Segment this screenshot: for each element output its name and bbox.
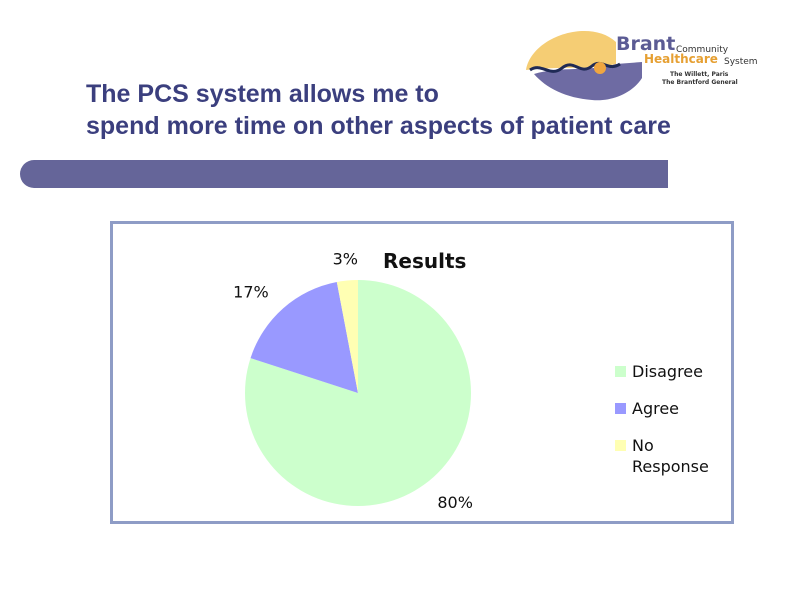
legend-swatch-agree (615, 403, 626, 414)
logo-sea-shape (534, 62, 642, 101)
logo-sun-dot (594, 62, 606, 74)
logo-line1: The Willett, Paris (670, 71, 729, 78)
legend-label-no-response: Response (632, 457, 709, 476)
slide-title-line1: The PCS system allows me to (86, 80, 439, 108)
title-divider-bar (20, 160, 668, 188)
legend-swatch-disagree (615, 366, 626, 377)
slide-title-line2: spend more time on other aspects of pati… (86, 112, 671, 140)
logo-community-text: Community (676, 45, 729, 55)
logo-healthcare-text: Healthcare (644, 52, 718, 66)
logo-sun-shape (526, 31, 616, 70)
chart-frame: 80% 17% 3% Results Disagree Agree No Response (110, 221, 734, 524)
brant-healthcare-logo: Brant Community Healthcare System The Wi… (526, 31, 758, 101)
chart-title: Results (383, 249, 466, 273)
legend-label-agree: Agree (632, 399, 679, 418)
slice-label-no-response: 3% (333, 250, 358, 269)
slice-label-disagree: 80% (437, 493, 473, 512)
legend-label-disagree: Disagree (632, 362, 703, 381)
legend-swatch-no-response (615, 440, 626, 451)
slide-title: The PCS system allows me to spend more t… (86, 78, 786, 142)
pie-slice-no-response (336, 280, 358, 393)
legend-label-no-response: No (632, 436, 654, 455)
logo-line2: The Brantford General (662, 79, 738, 86)
logo-system-text: System (724, 57, 758, 67)
logo-wave (529, 61, 621, 73)
logo-brand-text: Brant (616, 33, 675, 55)
slice-label-agree: 17% (233, 283, 269, 302)
pie-chart: 80% 17% 3% Results Disagree Agree No Response (233, 249, 709, 512)
pie-slice-agree (250, 282, 358, 393)
